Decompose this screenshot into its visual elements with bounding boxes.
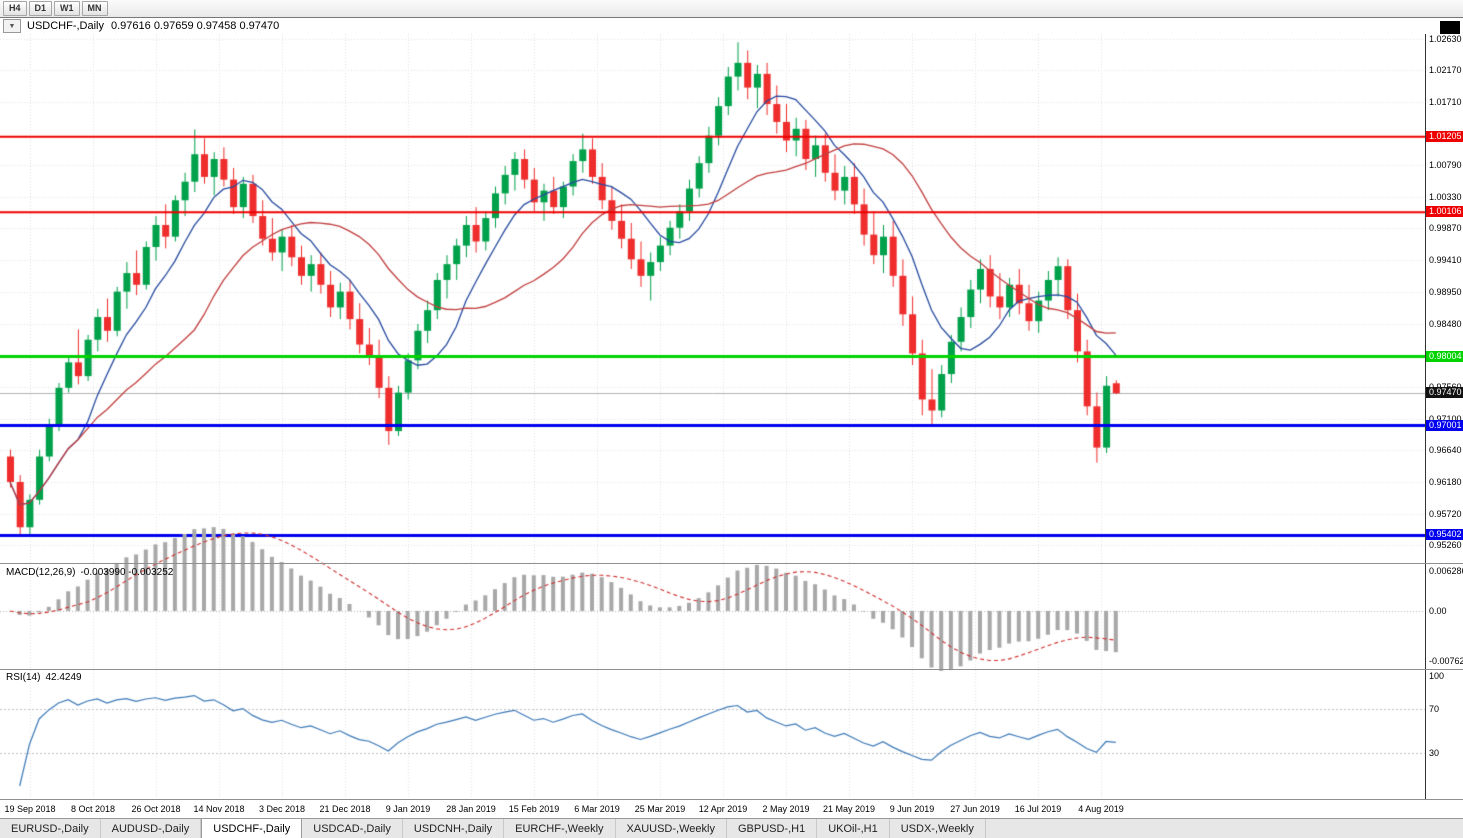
macd-axis-label: 0.006286: [1429, 566, 1463, 576]
period-button-d1[interactable]: D1: [28, 1, 53, 16]
macd-indicator-label: MACD(12,26,9) -0.003990 -0.003252: [6, 567, 173, 578]
date-tick-label: 27 Jun 2019: [950, 804, 1000, 814]
price-tick-label: 0.98950: [1429, 286, 1462, 297]
price-level-badge: 1.00106: [1426, 206, 1463, 218]
date-tick-label: 9 Jan 2019: [385, 804, 431, 814]
date-tick-label: 6 Mar 2019: [574, 804, 620, 814]
macd-values-text: -0.003990 -0.003252: [80, 567, 174, 578]
price-level-badge: 1.01205: [1426, 130, 1463, 142]
date-tick-label: 25 Mar 2019: [634, 804, 686, 814]
price-chart-canvas[interactable]: [0, 34, 1425, 799]
price-tick-label: 0.96640: [1429, 445, 1462, 456]
price-tick-label: 0.98480: [1429, 318, 1462, 329]
chart-ohlc-values: 0.97616 0.97659 0.97458 0.97470: [111, 20, 280, 32]
price-level-badge: 0.98004: [1426, 350, 1463, 362]
date-tick-label: 8 Oct 2018: [70, 804, 116, 814]
chart-tab-bar: EURUSD-,Daily AUDUSD-,Daily USDCHF-,Daily U…: [0, 818, 1463, 838]
rsi-value-text: 42.4249: [45, 672, 82, 683]
date-tick-label: 12 Apr 2019: [698, 804, 748, 814]
one-click-trading-button[interactable]: ▼: [3, 19, 21, 33]
price-level-badge: 0.97001: [1426, 419, 1463, 431]
rsi-axis-label: 70: [1429, 704, 1440, 714]
macd-label-text: MACD(12,26,9): [6, 567, 76, 578]
rsi-axis-label: 30: [1429, 748, 1440, 758]
price-tick-label: 1.00790: [1429, 160, 1462, 171]
price-tick-label: 0.95260: [1429, 540, 1462, 551]
macd-axis-label: 0.00: [1429, 605, 1447, 616]
chart-tab-eurusd-daily[interactable]: EURUSD-,Daily: [0, 819, 101, 838]
period-toolbar: H4 D1 W1 MN: [0, 0, 1463, 18]
price-tick-label: 0.99870: [1429, 223, 1462, 234]
date-tick-label: 2 May 2019: [762, 804, 810, 814]
chart-symbol-label: USDCHF-,Daily: [27, 20, 104, 32]
date-tick-label: 28 Jan 2019: [446, 804, 496, 814]
date-tick-label: 16 Jul 2019: [1014, 804, 1062, 814]
price-tick-label: 1.02170: [1429, 65, 1462, 76]
panel-divider-time: [0, 799, 1463, 800]
date-tick-label: 9 Jun 2019: [889, 804, 935, 814]
chart-info-bar: ▼ USDCHF-,Daily 0.97616 0.97659 0.97458 …: [0, 18, 1425, 34]
chevron-down-icon: ▼: [8, 22, 16, 30]
chart-tab-eurchf-weekly[interactable]: EURCHF-,Weekly: [504, 819, 616, 838]
time-axis[interactable]: 19 Sep 2018 8 Oct 2018 26 Oct 2018 14 Nov 2…: [0, 800, 1463, 818]
chart-tab-usdchf-daily[interactable]: USDCHF-,Daily: [201, 819, 303, 838]
price-tick-label: 0.97560: [1429, 382, 1462, 392]
rsi-indicator-label: RSI(14) 42.4249: [6, 672, 82, 683]
date-tick-label: 19 Sep 2018: [4, 804, 56, 814]
rsi-axis-label: 100: [1429, 671, 1445, 681]
date-tick-label: 3 Dec 2018: [258, 804, 306, 814]
date-tick-label: 21 Dec 2018: [319, 804, 371, 814]
period-button-mn[interactable]: MN: [81, 1, 108, 16]
chart-tab-usdcad-daily[interactable]: USDCAD-,Daily: [302, 819, 403, 838]
date-tick-label: 15 Feb 2019: [508, 804, 560, 814]
date-tick-label: 14 Nov 2018: [193, 804, 245, 814]
period-button-h4[interactable]: H4: [3, 1, 27, 16]
price-tick-label: 1.02630: [1429, 33, 1462, 44]
chart-tab-xauusd-weekly[interactable]: XAUUSD-,Weekly: [616, 819, 727, 838]
date-tick-label: 21 May 2019: [822, 804, 876, 814]
price-tick-label: 0.97100: [1429, 414, 1462, 424]
price-tick-label: 1.00330: [1429, 191, 1462, 202]
current-price-badge: 0.97470: [1426, 387, 1463, 399]
chart-tab-usdx-weekly[interactable]: USDX-,Weekly: [890, 819, 986, 838]
chart-tab-audusd-daily[interactable]: AUDUSD-,Daily: [101, 819, 202, 838]
price-tick-label: 0.95720: [1429, 508, 1462, 519]
macd-axis-label: -0.00762: [1429, 656, 1463, 666]
date-tick-label: 26 Oct 2018: [131, 804, 181, 814]
price-level-badge: 0.95402: [1426, 529, 1463, 541]
price-tick-label: 0.99410: [1429, 255, 1462, 266]
chart-tab-usdcnh-daily[interactable]: USDCNH-,Daily: [403, 819, 505, 838]
price-tick-label: 1.01710: [1429, 97, 1462, 107]
panel-divider-rsi[interactable]: [0, 669, 1463, 670]
date-tick-label: 4 Aug 2019: [1078, 804, 1124, 814]
price-axis[interactable]: 1.02630 1.02170 1.01710 1.00790 1.00330 0.998…: [1425, 34, 1463, 799]
chart-tab-ukoil-h1[interactable]: UKOil-,H1: [817, 819, 890, 838]
panel-divider-macd[interactable]: [0, 563, 1463, 564]
rsi-label-text: RSI(14): [6, 672, 41, 683]
chart-tab-gbpusd-h1[interactable]: GBPUSD-,H1: [727, 819, 818, 838]
window-corner-button[interactable]: [1440, 21, 1460, 34]
period-button-w1[interactable]: W1: [54, 1, 80, 16]
price-tick-label: 0.96180: [1429, 476, 1462, 487]
